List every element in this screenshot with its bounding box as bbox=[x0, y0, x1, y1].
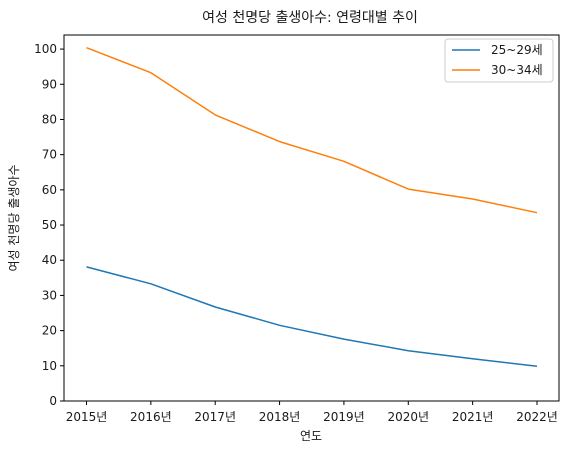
series-line-2 bbox=[86, 47, 538, 214]
series-line-1 bbox=[86, 266, 538, 367]
y-tick-label: 50 bbox=[42, 218, 57, 232]
x-tick-label: 2018년 bbox=[259, 410, 301, 424]
x-tick-label: 2017년 bbox=[194, 410, 236, 424]
x-tick-label: 2016년 bbox=[130, 410, 172, 424]
series-lines bbox=[86, 47, 538, 367]
x-tick-label: 2021년 bbox=[452, 410, 494, 424]
plot-area bbox=[63, 34, 560, 402]
chart-title: 여성 천명당 출생아수: 연령대별 추이 bbox=[202, 10, 418, 26]
x-tick-label: 2022년 bbox=[516, 410, 558, 424]
y-tick-label: 100 bbox=[34, 42, 57, 56]
x-tick-label: 2020년 bbox=[387, 410, 429, 424]
y-axis: 0 10 20 30 40 50 60 70 80 90 100 bbox=[34, 42, 64, 408]
y-tick-label: 80 bbox=[42, 112, 57, 126]
plot-frame bbox=[63, 34, 560, 402]
y-tick-label: 0 bbox=[49, 394, 57, 408]
y-tick-label: 20 bbox=[42, 324, 57, 338]
y-tick-label: 90 bbox=[42, 77, 57, 91]
legend-label-1: 25~29세 bbox=[491, 43, 543, 57]
x-tick-label: 2019년 bbox=[323, 410, 365, 424]
y-tick-label: 40 bbox=[42, 253, 57, 267]
x-axis-label: 연도 bbox=[300, 429, 322, 443]
y-axis-label: 여성 천명당 출생아수 bbox=[6, 165, 21, 272]
legend: 25~29세 30~34세 bbox=[444, 38, 554, 83]
legend-label-2: 30~34세 bbox=[491, 63, 543, 77]
x-tick-label: 2015년 bbox=[66, 410, 108, 424]
y-tick-label: 70 bbox=[42, 148, 57, 162]
y-tick-label: 30 bbox=[42, 288, 57, 302]
y-tick-label: 10 bbox=[42, 359, 57, 373]
x-axis: 2015년 2016년 2017년 2018년 2019년 2020년 2021년 2022년 bbox=[66, 401, 558, 424]
y-tick-label: 60 bbox=[42, 183, 57, 197]
